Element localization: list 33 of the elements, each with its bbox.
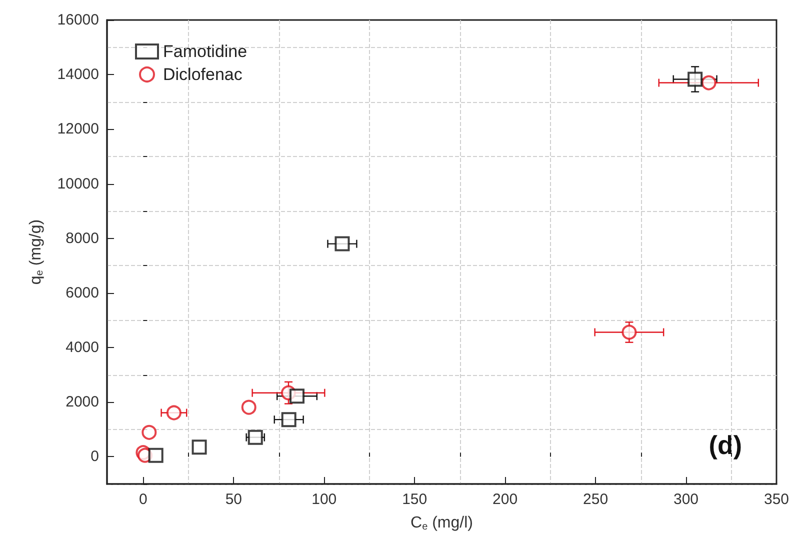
x-tick-label: 350 [764,491,789,508]
point [192,440,207,455]
y-tick-label: 6000 [66,284,99,302]
y-tick-label: 10000 [57,175,99,192]
legend-label: Diclofenac [163,65,243,84]
annotation: (d) [708,430,742,460]
y-tick-label: 16000 [57,12,99,28]
x-tick-label: 0 [139,491,148,508]
x-tick-label: 300 [674,491,699,508]
point [241,400,256,415]
y-tick-label: 4000 [66,339,99,356]
legend-label: Famotidine [163,42,248,61]
point [142,424,157,440]
y-tick-label: 12000 [57,120,99,138]
x-tick-label: 50 [225,491,242,508]
y-tick-label: 2000 [66,394,99,411]
point [701,75,716,90]
point [289,388,304,404]
y-tick-label: 14000 [57,66,99,84]
y-tick-label: 8000 [66,230,99,247]
point [248,430,263,445]
x-tick-label: 200 [492,491,518,508]
point [148,448,164,463]
point [688,72,703,87]
y-axis-title: qe (mg/g) [28,219,46,285]
point [334,236,350,252]
point [166,405,182,420]
point [622,324,637,340]
point [281,412,296,428]
x-tick-label: 250 [583,491,608,508]
x-tick-label: 150 [402,491,428,508]
y-tick-label: 0 [90,448,99,466]
x-tick-label: 100 [312,491,337,508]
